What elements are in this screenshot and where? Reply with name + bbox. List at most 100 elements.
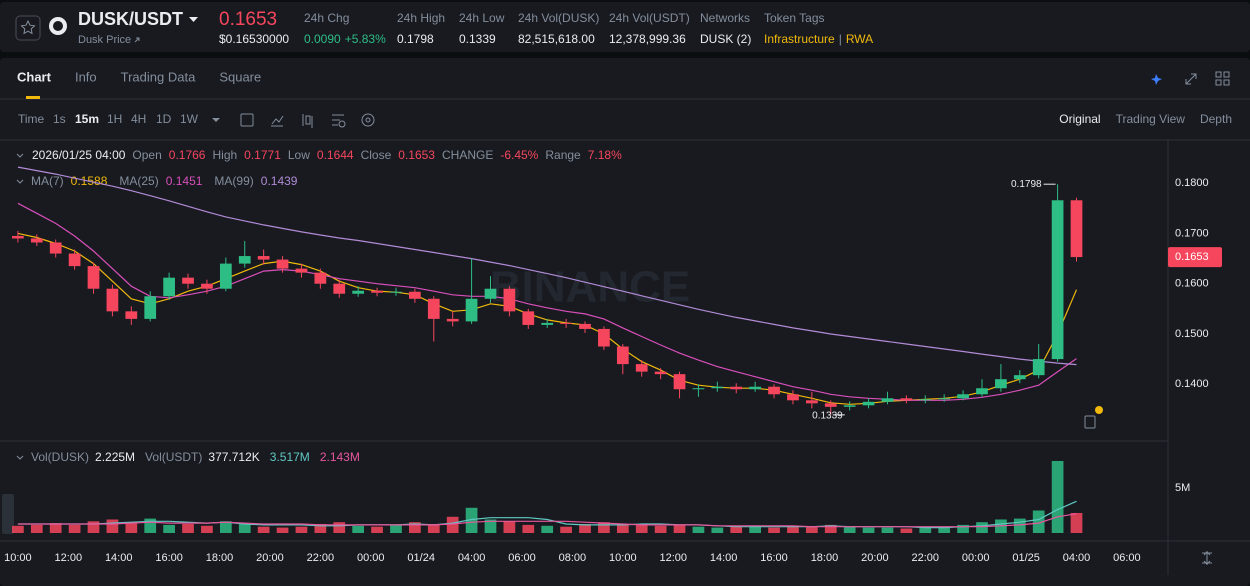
tab[interactable]: Trading Data [121, 69, 196, 84]
candle-body [787, 394, 799, 401]
volume-bar [635, 524, 648, 533]
candle-body [541, 322, 554, 325]
x-tick-label: 06:00 [508, 552, 536, 564]
interval[interactable]: 1s [53, 112, 66, 126]
side-handle[interactable] [2, 494, 14, 534]
volume-bar [12, 525, 24, 533]
volume-bar [503, 521, 516, 533]
candle-body [87, 266, 100, 289]
scale-icon[interactable] [1202, 551, 1212, 565]
stat-value: 0.1339 [459, 32, 496, 46]
volume-bar [125, 522, 138, 533]
layout-icon [1223, 79, 1230, 86]
ohlc-legend: -6.45% [500, 148, 538, 162]
candle-body [49, 242, 62, 254]
x-tick-label: 22:00 [912, 552, 940, 564]
candle-body [711, 386, 724, 389]
volume-bar [163, 524, 175, 533]
collapse-icon[interactable] [16, 455, 24, 460]
tab[interactable]: Square [219, 69, 261, 84]
ma-legend-value: 0.1451 [166, 174, 203, 188]
low-label: 0.1339 [812, 411, 843, 422]
watermark: BINANCE [490, 263, 690, 312]
x-tick-label: 10:00 [4, 552, 32, 564]
volume-bar [805, 526, 818, 533]
favorite-button[interactable] [15, 15, 41, 41]
interval[interactable]: 1D [156, 112, 172, 126]
candle-body [276, 259, 289, 269]
stat-label: 24h Chg [304, 11, 349, 25]
candle-body [1032, 359, 1045, 376]
collapse-icon[interactable] [16, 179, 24, 184]
volume-bar [276, 527, 289, 533]
volume-tick-label: 5M [1175, 482, 1190, 494]
x-tick-label: 16:00 [760, 552, 788, 564]
volume-legend: 2.225M [95, 450, 135, 464]
interval[interactable]: 4H [131, 112, 146, 126]
ohlc-legend: Range [545, 148, 581, 162]
fullscreen-icon[interactable] [1185, 73, 1197, 85]
x-tick-label: 01/25 [1012, 552, 1040, 564]
x-tick-label: 20:00 [256, 552, 284, 564]
pair[interactable]: DUSK/USDT [78, 9, 183, 29]
candle-body [12, 235, 24, 239]
stat-label: 24h High [397, 11, 445, 25]
interval[interactable]: 15m [75, 112, 99, 126]
volume-bar [843, 526, 856, 533]
volume-bar [976, 522, 988, 533]
volume-bar [314, 523, 327, 533]
interval[interactable]: 1H [107, 112, 122, 126]
candle-icon[interactable] [302, 114, 313, 128]
collapse-icon[interactable] [16, 153, 24, 158]
usd-price: $0.16530000 [219, 32, 289, 46]
candle-body [692, 388, 705, 390]
volume-bar [371, 526, 383, 533]
calendar-icon[interactable] [240, 113, 254, 127]
volume-bar [182, 523, 194, 533]
note-icon[interactable] [1084, 415, 1096, 429]
candle-body [635, 364, 648, 372]
candle-body [427, 298, 440, 319]
volume-bar [579, 523, 591, 533]
candle-body [730, 386, 743, 390]
candle-body [1051, 200, 1064, 360]
target-icon[interactable] [361, 113, 375, 127]
tab[interactable]: Chart [17, 69, 52, 84]
ai-icon[interactable] [1151, 74, 1162, 85]
volume-bar [30, 524, 43, 533]
more-caret[interactable] [212, 118, 220, 122]
volume-legend: 2.143M [320, 450, 360, 464]
view-option[interactable]: Original [1059, 112, 1100, 126]
candle-body [352, 290, 365, 294]
candle-body [579, 323, 591, 329]
interval[interactable]: 1W [180, 112, 199, 126]
ma-legend-name: MA(99) [214, 174, 253, 188]
y-tick-label: 0.1600 [1175, 278, 1209, 290]
x-tick-label: 18:00 [811, 552, 839, 564]
candle-body [484, 288, 497, 299]
ohlc-legend: CHANGE [442, 148, 493, 162]
stat-label: Networks [700, 11, 750, 25]
candle-body [182, 277, 194, 284]
x-tick-label: 08:00 [559, 552, 587, 564]
volume-bar [560, 526, 572, 533]
subtitle[interactable]: Dusk Price [78, 34, 131, 46]
candle-body [68, 253, 81, 267]
candle-body [768, 386, 780, 395]
volume-bar [824, 524, 837, 533]
view-option[interactable]: Trading View [1116, 112, 1186, 126]
volume-bar [484, 519, 497, 533]
settings-icon[interactable] [332, 114, 344, 126]
candle-body [238, 256, 251, 264]
layout-icon[interactable] [1215, 71, 1222, 78]
volume-bar [881, 527, 894, 533]
view-option[interactable]: Depth [1200, 112, 1232, 126]
candle-body [371, 290, 383, 293]
candle-body [900, 398, 913, 401]
indicator-icon[interactable] [271, 115, 284, 127]
x-tick-label: 14:00 [710, 552, 738, 564]
candle-body [125, 311, 138, 319]
volume-bar [1070, 512, 1083, 533]
candle-body [1070, 200, 1083, 258]
tab[interactable]: Info [75, 69, 97, 84]
